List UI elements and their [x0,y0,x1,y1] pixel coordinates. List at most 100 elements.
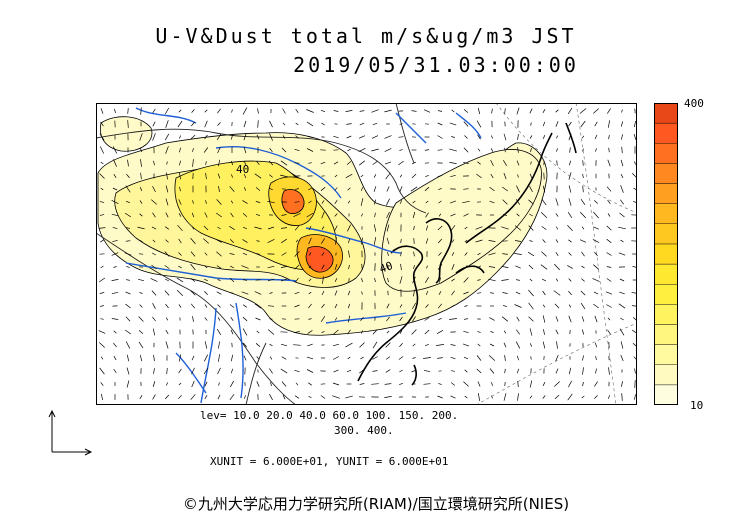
wind-vector [437,122,443,126]
wind-vector [542,109,546,113]
wind-vector [139,354,143,362]
wind-vector [164,290,170,296]
wind-vector [165,185,169,193]
wind-vector [449,162,457,164]
wind-vector [529,173,533,179]
wind-vector [126,173,130,179]
wind-vector [126,380,130,388]
wind-vector [517,380,519,388]
wind-vector [308,200,312,204]
wind-vector [437,264,443,270]
wind-vector [517,174,519,178]
wind-vector [400,251,402,257]
wind-vector [554,263,560,271]
wind-vector [504,108,506,114]
wind-vector [553,290,561,296]
wind-vector [230,329,234,335]
wind-vector [125,185,131,193]
wind-vector [360,174,364,178]
wind-vector [241,265,249,269]
wind-vector [593,211,599,219]
wind-vector [269,120,273,128]
wind-vector [333,369,339,373]
wind-vector [321,252,325,256]
wind-vector [268,160,274,166]
wind-vector [294,304,300,308]
colorbar-cell [654,183,678,204]
wind-vector [542,382,546,386]
wind-vector [477,134,481,140]
wind-vector [100,187,104,191]
wind-vector [295,188,299,190]
wind-vector [425,174,429,178]
wind-vector [215,212,223,218]
wind-vector [243,226,247,230]
wind-vector [582,381,584,387]
wind-vector [567,224,573,232]
wind-vector [269,174,273,178]
wind-vector [606,304,612,308]
wind-vector [424,329,430,335]
wind-vector [307,330,313,334]
wind-vector [166,161,168,165]
wind-vector [113,266,117,268]
wind-vector [373,224,377,232]
wind-vector [438,291,442,295]
wind-vector [230,292,234,294]
wind-vector [384,161,392,165]
wind-vector [281,214,287,216]
wind-vector [204,317,208,321]
wind-vector [488,266,496,268]
wind-vector [256,253,260,255]
wind-vector [633,133,637,141]
wind-vector [348,238,350,244]
wind-vector [242,316,248,322]
wind-vector [451,109,455,113]
colorbar-cell [654,243,678,265]
wind-vector [256,330,260,334]
wind-vector [203,147,209,153]
wind-vector [308,382,312,386]
wind-vector [255,213,261,217]
wind-vector [490,159,494,167]
wind-vector [347,315,351,323]
wind-vector [360,316,364,322]
wind-vector [153,160,155,166]
wind-vector [281,252,287,256]
wind-vector [229,226,235,230]
wind-vector [371,109,379,113]
wind-vector [489,200,495,204]
wind-vector [490,173,494,179]
wind-vector [361,263,363,271]
wind-vector [425,212,429,218]
wind-vector [178,252,182,256]
wind-vector [191,109,195,113]
wind-vector [269,292,273,294]
wind-vector [633,356,637,360]
wind-vector [621,146,623,154]
wind-vector [423,109,431,113]
axis-arrows-icon [48,409,93,456]
wind-vector [529,186,533,192]
wind-vector [242,107,248,115]
wind-vector [243,133,247,141]
wind-vector [320,161,326,165]
wind-vector [218,159,220,167]
wind-vector [517,393,519,401]
wind-vector [282,122,286,126]
wind-vector [386,198,390,206]
colorbar-cell [654,223,678,245]
wind-vector [463,109,469,113]
wind-vector [515,265,521,269]
wind-vector [503,133,507,141]
wind-vector [412,276,416,284]
wind-vector [306,148,314,152]
wind-vector [372,370,378,372]
wind-vector [152,328,156,336]
wind-vector [568,239,572,243]
wind-vector [594,342,598,348]
wind-vector [126,367,130,375]
wind-vector [399,123,403,125]
wind-vector [620,317,624,321]
wind-vector [280,227,288,229]
